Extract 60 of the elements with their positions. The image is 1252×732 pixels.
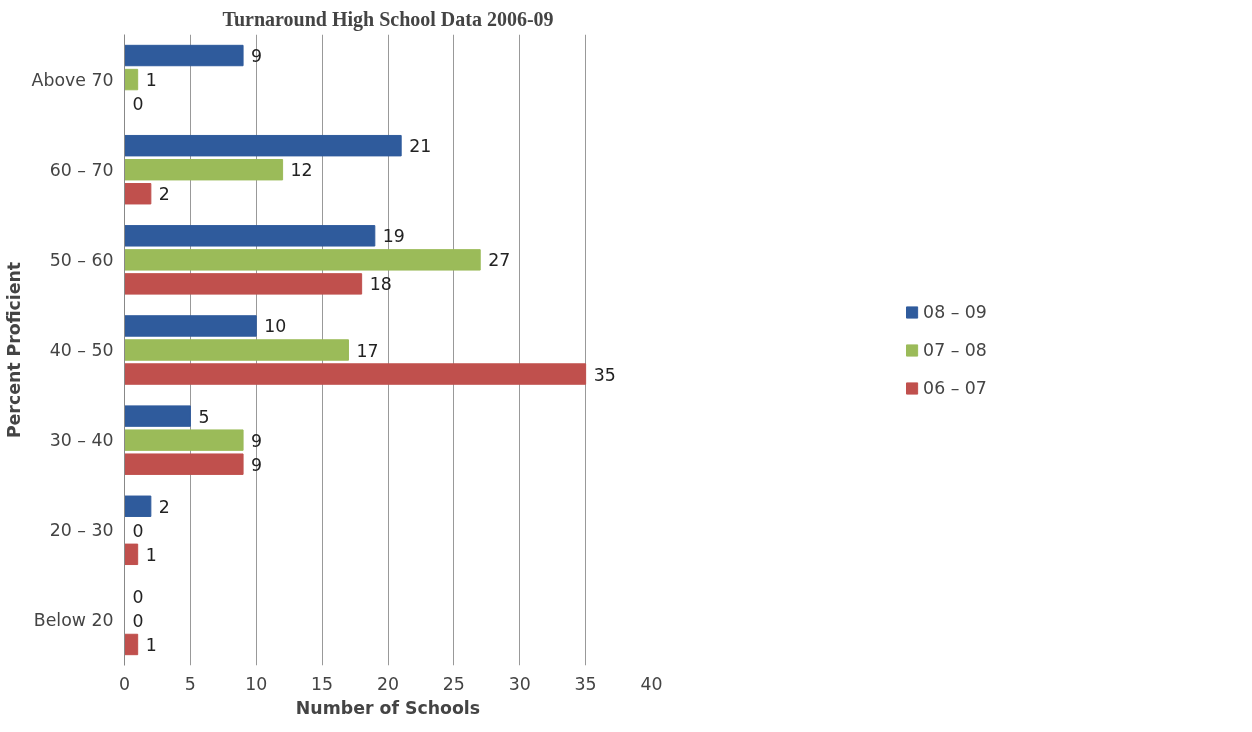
legend-label: 07 – 08 (923, 339, 987, 360)
bar (124, 495, 152, 517)
x-tick-label: 10 (245, 673, 268, 694)
data-label: 9 (251, 46, 263, 67)
data-label: 1 (145, 634, 157, 655)
data-label: 2 (158, 184, 170, 205)
legend-label: 06 – 07 (923, 377, 987, 398)
bar (124, 453, 244, 475)
data-label: 0 (132, 586, 144, 607)
y-tick-label: Below 20 (33, 610, 114, 631)
x-tick-label: 20 (376, 673, 400, 694)
y-tick-label: 30 – 40 (49, 430, 114, 451)
data-label: 9 (251, 430, 263, 451)
data-label: 19 (382, 226, 405, 247)
y-tick-label: 60 – 70 (49, 159, 114, 180)
x-tick-label: 0 (118, 673, 131, 694)
bar (124, 405, 191, 427)
data-label: 2 (158, 496, 170, 517)
chart-title: Turnaround High School Data 2006-09 (222, 7, 554, 31)
data-label: 9 (251, 454, 263, 475)
y-tick-label: 20 – 30 (49, 520, 114, 541)
bar (124, 225, 376, 247)
data-label: 0 (132, 94, 144, 115)
data-label: 35 (593, 364, 616, 385)
bar (124, 315, 257, 337)
x-tick-label: 40 (640, 673, 663, 694)
data-label: 0 (132, 610, 144, 631)
y-tick-label: 50 – 60 (49, 249, 114, 270)
bar (124, 543, 139, 566)
data-label: 5 (198, 406, 210, 427)
data-label: 17 (356, 340, 379, 361)
x-tick-label: 5 (184, 673, 196, 694)
data-label: 1 (145, 544, 157, 565)
y-tick-label: Above 70 (31, 69, 114, 90)
data-label: 27 (488, 250, 511, 271)
bar (124, 273, 363, 295)
bar (124, 134, 402, 157)
x-axis-title: Number of Schools (295, 697, 481, 718)
bar (124, 429, 244, 451)
data-label: 18 (369, 274, 392, 295)
data-label: 12 (290, 160, 313, 181)
y-axis-title: Percent Proficient (3, 261, 24, 439)
data-label: 21 (409, 136, 432, 157)
bar (124, 159, 284, 181)
bar (124, 44, 244, 67)
data-label: 0 (132, 520, 144, 541)
bar (124, 249, 481, 271)
x-tick-label: 25 (442, 673, 465, 694)
bar (124, 339, 349, 361)
x-tick-label: 15 (311, 673, 334, 694)
x-tick-label: 35 (574, 673, 597, 694)
legend-label: 08 – 09 (923, 301, 987, 322)
x-tick-label: 30 (508, 673, 531, 694)
bar (124, 183, 152, 205)
y-tick-label: 40 – 50 (49, 340, 114, 360)
data-label: 10 (264, 316, 287, 337)
bar (124, 633, 139, 656)
bar (124, 363, 587, 385)
bar (124, 68, 139, 91)
data-label: 1 (145, 70, 157, 91)
